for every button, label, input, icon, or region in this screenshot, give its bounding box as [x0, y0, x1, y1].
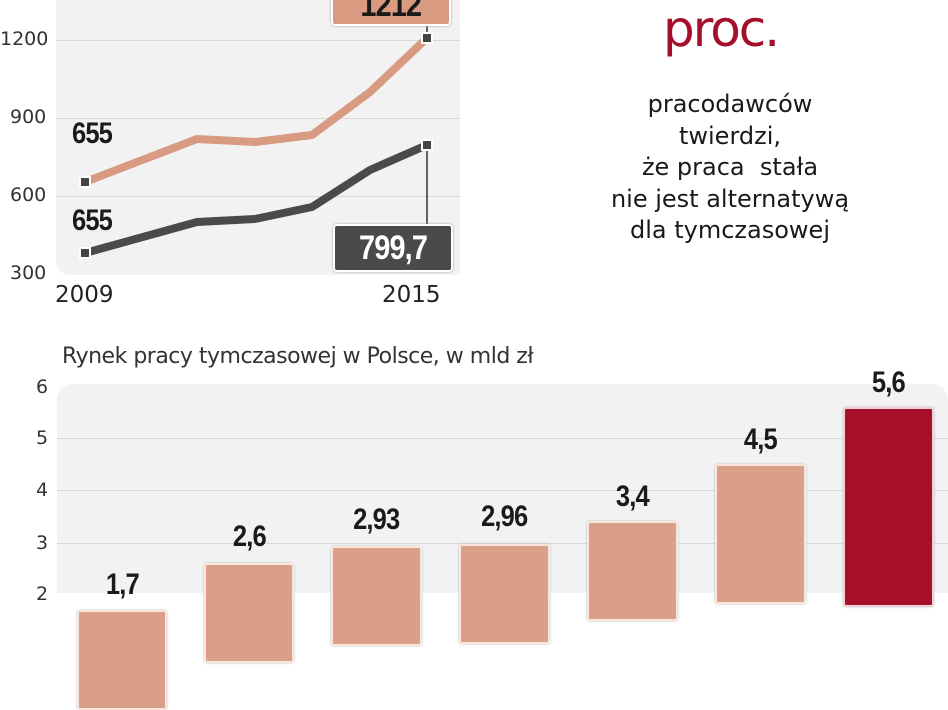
bar-1 [77, 610, 167, 710]
dark-line-series [81, 141, 431, 257]
gridline-900 [56, 118, 460, 119]
bar-1-label-text: 1,7 [105, 568, 140, 601]
marker-dark-end [421, 139, 433, 151]
statement-line-5: dla tymczasowej [630, 216, 830, 244]
statement-line-4: nie jest alternatywą [610, 184, 850, 213]
marker-dark-start [79, 247, 91, 259]
line-chart: 1200 900 600 300 2009 2015 655 655 1212 … [0, 0, 470, 320]
bar-2-label: 2,6 [204, 520, 294, 554]
bar-y-tick-6: 6 [36, 376, 49, 398]
bar-6 [715, 464, 806, 604]
dark-end-callout-text: 799,7 [358, 229, 428, 267]
statement-line-1: pracodawców [647, 90, 813, 118]
bar-5-label: 3,4 [587, 480, 678, 514]
bar-4 [459, 544, 550, 644]
x-tick-2015: 2015 [382, 282, 441, 308]
highlight-proc: proc. [663, 0, 780, 58]
line-series-svg [79, 22, 433, 259]
orange-line-series [81, 34, 431, 186]
bar-5-label-text: 3,4 [616, 480, 650, 513]
orange-start-label: 655 [72, 117, 113, 150]
bar-3 [331, 546, 422, 646]
marker-orange-end [421, 32, 433, 44]
bar-y-tick-3: 3 [36, 532, 49, 554]
point-markers [79, 32, 433, 259]
bar-3-label-text: 2,93 [353, 503, 400, 536]
bar-7-label: 5,6 [843, 366, 934, 400]
bar-6-label-text: 4,5 [744, 423, 778, 456]
bar-5 [587, 521, 678, 621]
statement-text: pracodawców twierdzi, że praca stała nie… [560, 89, 900, 247]
dark-end-callout: 799,7 [333, 224, 453, 272]
bar-3-label: 2,93 [331, 503, 422, 537]
bar-y-tick-5: 5 [36, 427, 49, 449]
bar-y-tick-4: 4 [36, 479, 49, 501]
bar-2 [204, 563, 294, 663]
gridline-1200 [56, 40, 460, 41]
statement-line-3: że praca stała [641, 153, 819, 181]
bar-gridline-3 [57, 543, 948, 544]
y-tick-1200: 1200 [0, 28, 49, 50]
bar-7 [843, 407, 934, 607]
orange-end-callout-text: 1212 [360, 0, 423, 24]
dark-start-label: 655 [72, 204, 113, 237]
y-tick-900: 900 [10, 106, 47, 128]
x-tick-2009: 2009 [55, 282, 114, 308]
bar-2-label-text: 2,6 [232, 520, 267, 553]
bar-1-label: 1,7 [77, 568, 167, 602]
bar-6-label: 4,5 [715, 423, 806, 457]
statement-line-2: twierdzi, [678, 121, 782, 150]
gridline-600 [56, 196, 460, 197]
bar-4-label-text: 2,96 [481, 500, 528, 533]
y-tick-600: 600 [10, 184, 47, 206]
y-tick-300: 300 [10, 262, 47, 284]
bar-gridline-4 [57, 490, 948, 491]
bar-gridline-5 [57, 438, 948, 439]
bar-7-label-text: 5,6 [872, 366, 906, 399]
orange-end-callout: 1212 [331, 0, 451, 26]
bar-chart-title: Rynek pracy tymczasowej w Polsce, w mld … [62, 344, 534, 369]
bar-y-tick-2: 2 [36, 583, 49, 605]
bar-4-label: 2,96 [459, 500, 550, 534]
marker-orange-start [79, 176, 91, 188]
